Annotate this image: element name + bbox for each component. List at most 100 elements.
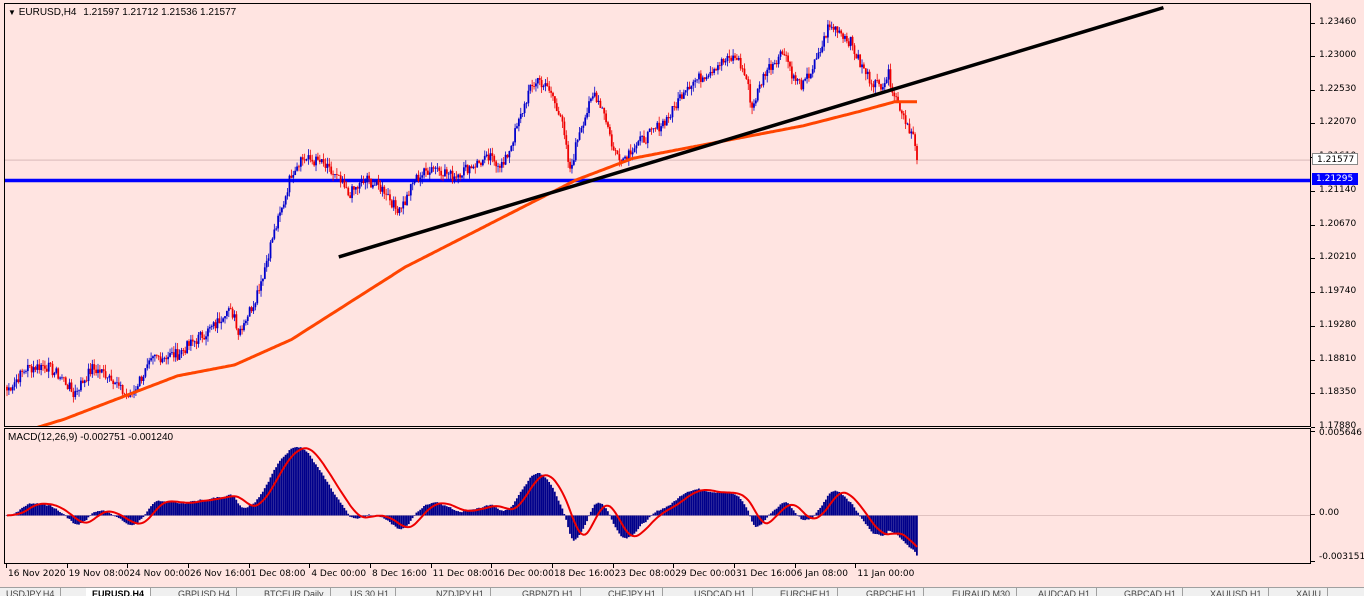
macd-bar [438,502,441,516]
macd-bar [891,515,894,533]
candle-body [874,80,877,88]
candle-body [840,30,843,34]
chart-tab[interactable]: XAUUSD,H1 [1204,588,1269,596]
candle-body [772,63,774,70]
macd-bar [502,511,505,516]
macd-bar [878,515,880,535]
macd-bar [170,501,173,516]
candle-body [301,157,304,160]
candle-body [641,135,644,137]
macd-bar [131,515,133,526]
time-axis-label: 1 Dec 08:00 [250,569,306,579]
chart-tab[interactable]: GBPUSD,H4 [172,588,238,596]
chart-tab[interactable]: USDJPY,H4 [0,588,62,596]
candle-body [745,75,748,80]
macd-bar [785,502,787,516]
macd-bar [773,509,776,516]
chart-tab[interactable]: EURUSD,H4 [86,588,152,596]
candle-body [49,362,52,364]
chart-tab[interactable]: CHFJPY,H1 [602,588,663,596]
candle-body [675,106,678,109]
macd-bar [121,515,124,521]
time-axis-tick [552,564,553,568]
macd-bar [60,513,63,516]
macd-axis-label: 0.00 [1319,508,1340,519]
macd-axis[interactable]: 0.005646 0.00 -0.003151 [1311,428,1364,564]
candle-body [171,352,173,354]
candle-body [808,73,810,79]
candle-body [910,131,913,134]
macd-bar [654,512,657,516]
candle-body [444,169,446,177]
candle-body [631,152,634,155]
candle-body [178,354,181,360]
price-chart-pane[interactable]: ▼ EURUSD,H4 1.21597 1.21712 1.21536 1.21… [4,3,1311,427]
macd-bar [178,503,181,516]
chart-tab[interactable]: GBPNZD,H1 [516,588,581,596]
price-axis[interactable]: 1.234601.230001.225301.220701.216101.211… [1311,3,1364,431]
macd-chart-svg[interactable] [5,429,1311,564]
candle-body [265,260,268,268]
macd-bar [898,515,901,538]
macd-bar [836,491,839,516]
chart-tab[interactable]: EURCHF,H1 [774,588,838,596]
candle-body [679,94,681,99]
macd-bar [881,515,884,536]
chart-tab[interactable]: AUDCAD,H1 [1032,588,1098,596]
time-axis[interactable]: 16 Nov 2020 19 Nov 08:00 24 Nov 00:00 26 No… [4,564,1311,586]
price-chart-svg[interactable] [5,4,1311,427]
chart-tabs-bar: USDJPY,H4 EURUSD,H4 GBPUSD,H4 BTCEUR,Daily U… [0,587,1364,596]
macd-bar [699,489,702,516]
candle-body [201,332,204,338]
candle-body [823,36,826,47]
chart-tab[interactable]: EURAUD,M30 [946,588,1018,596]
candle-body [535,83,537,87]
candle-body [603,107,606,114]
candle-body [42,364,44,366]
candle-body [646,131,649,144]
candle-body [605,113,607,123]
candle-body [491,153,494,156]
chart-tab[interactable]: XAUU [1290,588,1329,596]
macd-bar [208,499,211,516]
candle-body [286,192,289,197]
macd-bar [574,515,577,540]
macd-bar [297,447,300,516]
macd-bar [732,493,734,516]
collapse-triangle-icon[interactable]: ▼ [8,8,16,17]
candle-body [440,170,443,176]
macd-bar [703,490,706,516]
chart-tab[interactable]: USDCAD,H1 [688,588,754,596]
macd-bar [326,481,329,516]
macd-pane[interactable]: MACD(12,26,9) -0.002751 -0.001240 [4,428,1311,564]
candle-body [880,84,882,90]
macd-bar [324,479,327,516]
macd-bar [212,497,215,516]
chart-tab[interactable]: NZDJPY,H1 [430,588,491,596]
candle-body [715,69,717,71]
macd-bar [569,515,571,534]
candle-body [633,148,636,153]
chart-tab[interactable]: BTCEUR,Daily [258,588,331,596]
macd-bar [203,500,205,516]
chart-tab[interactable]: US 30,H1 [344,588,397,596]
chart-tab[interactable]: GBPCHF,H1 [860,588,924,596]
candle-body [186,341,189,354]
macd-bar [728,492,731,516]
macd-axis-label: -0.003151 [1319,552,1364,562]
macd-bar [523,486,526,516]
candle-body [298,166,300,168]
macd-bar [779,504,782,516]
chart-tab[interactable]: GBPCAD,H1 [1118,588,1184,596]
candle-body [504,154,507,165]
macd-bar [584,515,587,525]
macd-bar [227,494,230,516]
candle-body [237,328,240,335]
macd-bar [771,511,774,516]
candle-body [899,100,901,111]
macd-bar [248,505,251,516]
macd-bar [489,504,492,516]
candle-body [290,175,293,178]
candle-body [197,334,200,344]
